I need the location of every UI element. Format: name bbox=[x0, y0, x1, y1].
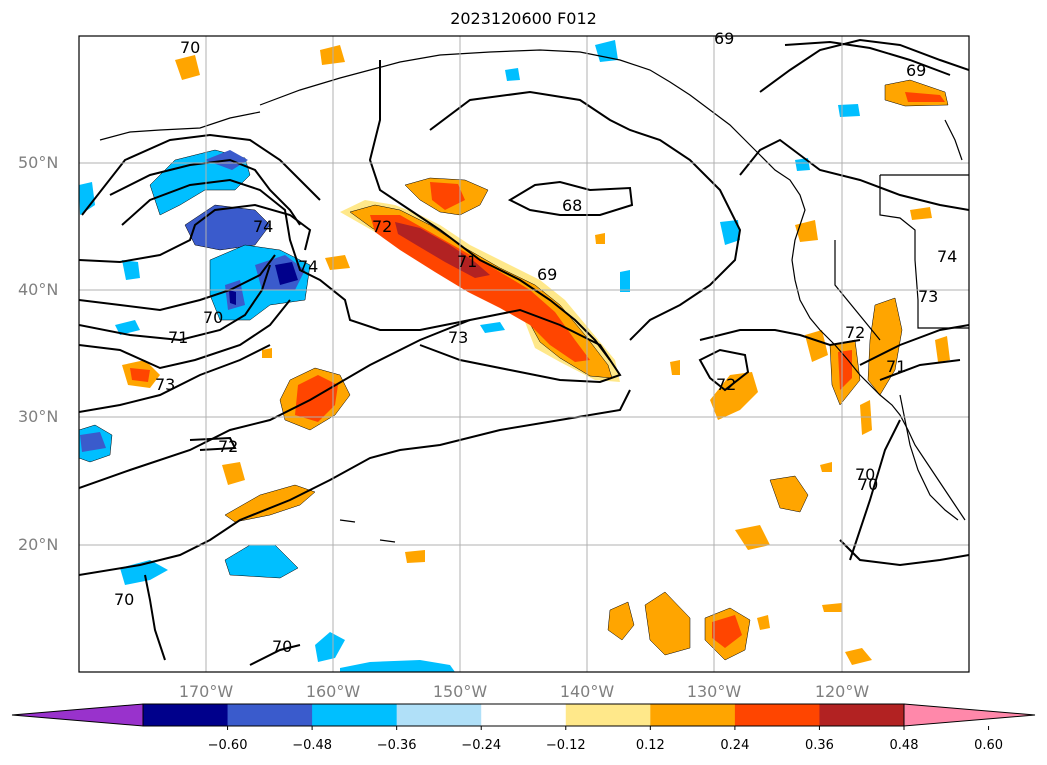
map-frame bbox=[78, 35, 970, 673]
colorbar-segment bbox=[227, 704, 313, 726]
colorbar-extend-low bbox=[11, 703, 144, 727]
colorbar-frame bbox=[142, 703, 905, 727]
lon-label: 150°W bbox=[432, 682, 488, 701]
contour-label: 72 bbox=[218, 437, 238, 456]
contour-label: 73 bbox=[918, 287, 938, 306]
colorbar-tick-label: −0.24 bbox=[461, 738, 502, 753]
contour-label: 74 bbox=[298, 257, 318, 276]
contour-label: 70 bbox=[203, 308, 223, 327]
colorbar-segment bbox=[650, 704, 736, 726]
positive-anomaly-regions bbox=[122, 45, 950, 665]
colorbar-tick-label: 0.48 bbox=[889, 738, 919, 753]
contour-label: 73 bbox=[155, 375, 175, 394]
contour-label: 68 bbox=[562, 196, 582, 215]
colorbar-segment bbox=[312, 704, 398, 726]
colorbar-tick-label: 0.24 bbox=[720, 738, 750, 753]
lat-label: 20°N bbox=[18, 535, 59, 554]
colorbar-tick-label: 0.12 bbox=[635, 738, 665, 753]
contour-label: 70 bbox=[855, 465, 875, 484]
colorbar-tick-label: −0.60 bbox=[207, 738, 248, 753]
contour-label: 70 bbox=[180, 38, 200, 57]
contour-label: 70 bbox=[114, 590, 134, 609]
contour-label: 74 bbox=[937, 247, 957, 266]
contour-label: 72 bbox=[716, 375, 736, 394]
colorbar-tick-label: −0.12 bbox=[545, 738, 586, 753]
contour-label: 69 bbox=[714, 29, 734, 48]
contour-lines bbox=[79, 38, 969, 666]
gridlines bbox=[79, 36, 969, 672]
contour-label: 72 bbox=[845, 323, 865, 342]
colorbar-segment bbox=[734, 704, 820, 726]
contour-label: 72 bbox=[372, 217, 392, 236]
colorbar-extend-high bbox=[903, 703, 1036, 727]
contour-label: 74 bbox=[253, 217, 273, 236]
contour-labels: 70 69 69 74 74 72 71 69 68 70 71 73 73 7… bbox=[114, 29, 957, 656]
colorbar-tick-label: −0.48 bbox=[292, 738, 333, 753]
lon-label: 170°W bbox=[178, 682, 234, 701]
lat-label: 40°N bbox=[18, 280, 59, 299]
colorbar-tick-label: 0.36 bbox=[804, 738, 834, 753]
contour-label: 71 bbox=[168, 328, 188, 347]
colorbar-segment bbox=[481, 704, 567, 726]
colorbar-tick-label: 0.60 bbox=[974, 738, 1004, 753]
colorbar-tick-label: −0.36 bbox=[376, 738, 417, 753]
lon-label: 130°W bbox=[686, 682, 742, 701]
contour-label: 70 bbox=[858, 475, 878, 494]
contour-label: 69 bbox=[906, 61, 926, 80]
lat-label: 30°N bbox=[18, 407, 59, 426]
contour-label: 71 bbox=[457, 252, 477, 271]
colorbar-segment bbox=[565, 704, 651, 726]
map-plot: 70 69 69 74 74 72 71 69 68 70 71 73 73 7… bbox=[78, 29, 970, 673]
colorbar-segment bbox=[143, 704, 229, 726]
contour-label: 69 bbox=[537, 265, 557, 284]
lat-label: 50°N bbox=[18, 153, 59, 172]
lon-label: 120°W bbox=[814, 682, 870, 701]
lon-label: 160°W bbox=[305, 682, 361, 701]
colorbar-segment bbox=[396, 704, 482, 726]
contour-label: 70 bbox=[272, 637, 292, 656]
lon-label: 140°W bbox=[559, 682, 615, 701]
colorbar-segment bbox=[819, 704, 905, 726]
contour-label: 73 bbox=[448, 328, 468, 347]
contour-label: 71 bbox=[886, 357, 906, 376]
map-title: 2023120600 F012 bbox=[450, 9, 597, 28]
